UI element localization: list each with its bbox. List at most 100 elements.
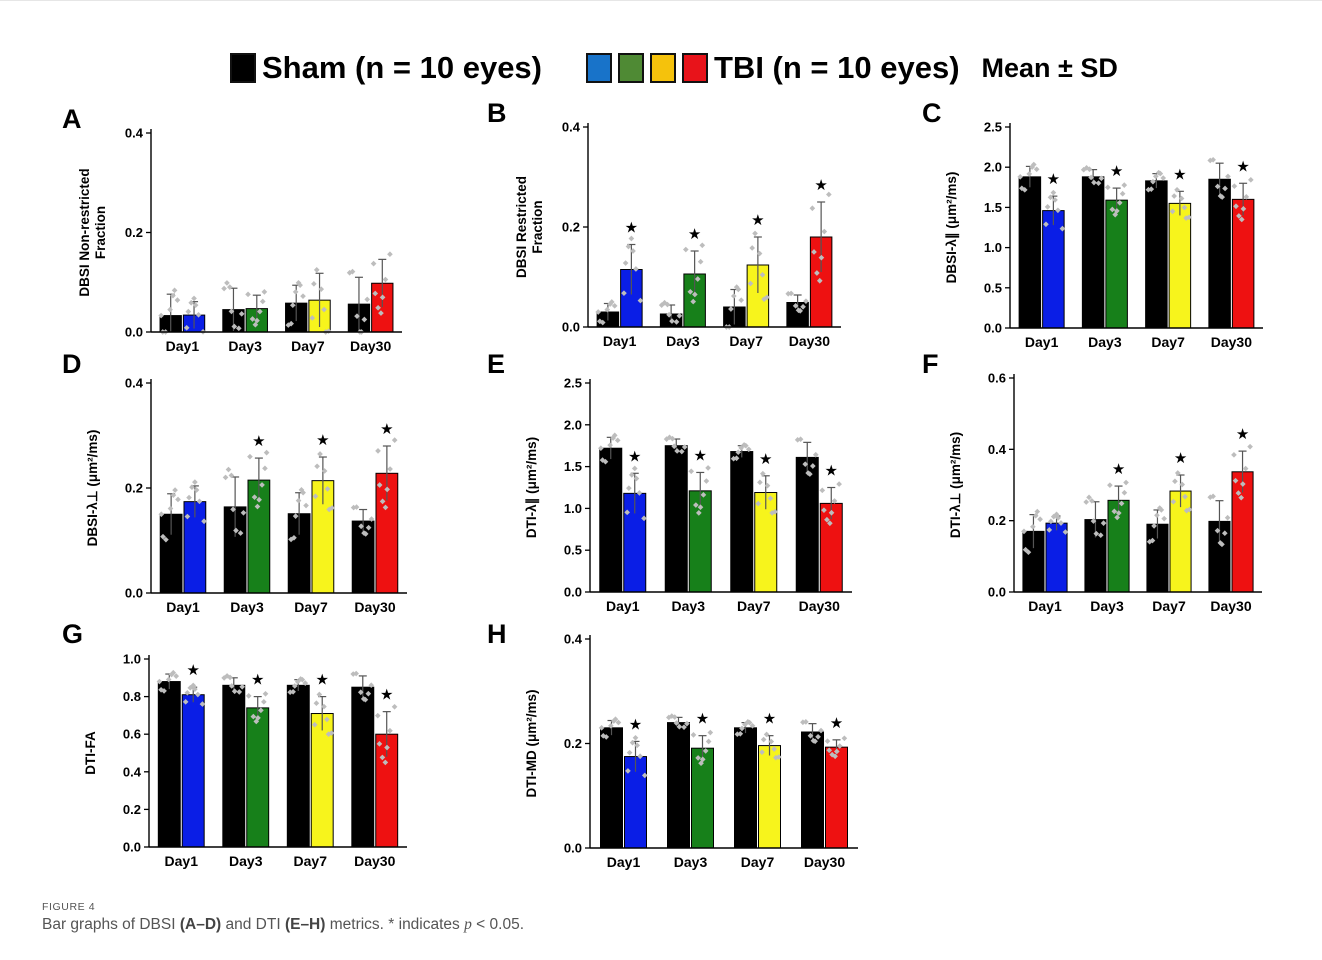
data-point (313, 700, 320, 707)
data-point (368, 516, 375, 522)
y-tick-label-g: 0.2 (123, 802, 141, 817)
significance-star: ★ (1047, 170, 1060, 188)
data-point (831, 498, 838, 504)
y-axis-label-e: DTI-λ∥ (μm²/ms) (524, 437, 540, 538)
data-point (326, 506, 333, 513)
data-point (1048, 518, 1054, 525)
data-point (167, 306, 173, 313)
data-point (368, 682, 375, 689)
data-point (600, 733, 607, 739)
y-tick-label-b: 0.2 (562, 220, 580, 235)
data-point (771, 746, 778, 752)
panel-a: A 0.0 0.2 0.4 DBSI Non-restrictedFraction Day… (62, 104, 402, 354)
panel-c: C 0.0 0.5 1.0 1.5 2.0 2.5 DBSI-λ∥ (μm²/ms) ★ Day1… (922, 98, 1263, 350)
data-point (256, 496, 262, 503)
data-point (1157, 170, 1164, 177)
panel-letter-h: H (487, 619, 507, 649)
data-point (738, 445, 745, 451)
data-point (261, 699, 267, 705)
data-point (309, 315, 316, 321)
data-point (1169, 208, 1176, 215)
data-point (372, 290, 379, 297)
y-axis-label-d: DBSI-λ⊥ (μm²/ms) (85, 430, 100, 547)
data-point (1058, 520, 1064, 526)
x-tick-label-b-day1: Day1 (603, 333, 637, 349)
data-point (608, 722, 614, 729)
data-point (1248, 176, 1254, 183)
x-tick-label-h-day30: Day30 (804, 854, 845, 870)
data-point (690, 298, 697, 305)
x-tick-label-g-day30: Day30 (354, 853, 395, 869)
data-point (230, 506, 236, 513)
data-point (261, 289, 268, 295)
data-point (262, 465, 268, 472)
y-tick-label-e: 0.0 (564, 585, 582, 600)
significance-star: ★ (251, 671, 264, 689)
y-axis-label-g: DTI-FA (83, 731, 98, 775)
data-point (362, 696, 369, 703)
data-point (288, 536, 294, 543)
data-point (676, 723, 683, 730)
data-point (671, 443, 677, 450)
data-point (314, 463, 320, 470)
data-point (391, 437, 398, 443)
data-point (1019, 185, 1025, 192)
data-point (614, 437, 621, 444)
data-point (826, 747, 833, 754)
data-point (221, 285, 227, 292)
data-point (678, 448, 685, 455)
significance-star: ★ (763, 710, 776, 728)
data-point (755, 500, 762, 507)
data-point (673, 720, 680, 726)
data-point (735, 286, 742, 293)
data-point (321, 703, 327, 710)
data-point (625, 243, 632, 250)
y-tick-label-c: 0.0 (984, 321, 1002, 336)
data-point (1050, 189, 1057, 196)
data-point (1160, 175, 1167, 181)
data-point (622, 260, 629, 266)
data-point (1231, 183, 1238, 189)
data-point (697, 258, 704, 265)
data-point (611, 303, 618, 309)
significance-star: ★ (830, 714, 843, 732)
data-point (299, 676, 306, 683)
data-point (374, 712, 381, 719)
data-point (598, 724, 605, 731)
data-point (598, 445, 604, 452)
data-point (800, 303, 806, 310)
data-point (833, 748, 840, 755)
data-point (382, 759, 389, 766)
data-point (235, 325, 242, 332)
x-tick-label-h-day1: Day1 (607, 854, 641, 870)
data-point (387, 251, 393, 258)
x-tick-label-c-day3: Day3 (1088, 334, 1122, 350)
x-tick-label-b-day7: Day7 (729, 333, 763, 349)
data-point (1238, 494, 1245, 501)
significance-star: ★ (629, 715, 642, 733)
bar-tbi-day1 (181, 694, 205, 848)
data-point (1097, 532, 1104, 539)
data-point (728, 306, 734, 312)
y-tick-label-h: 0.2 (564, 736, 582, 751)
data-point (228, 472, 235, 479)
data-point (1114, 514, 1120, 521)
legend-swatch-day30 (682, 53, 708, 83)
data-point (746, 719, 753, 726)
data-point (681, 444, 688, 450)
data-point (1116, 199, 1123, 206)
data-point (384, 744, 390, 751)
data-point (1088, 174, 1094, 181)
data-point (700, 492, 707, 498)
data-point (628, 472, 635, 478)
panel-letter-a: A (62, 104, 82, 134)
x-tick-label-c-day30: Day30 (1211, 334, 1252, 350)
data-point (699, 242, 706, 249)
y-axis-label-a: DBSI Non-restrictedFraction (77, 168, 108, 296)
data-point (254, 317, 260, 324)
y-tick-label-h: 0.4 (564, 632, 583, 647)
data-point (317, 451, 323, 457)
data-point (1119, 190, 1126, 197)
data-point (294, 678, 301, 685)
data-point (807, 471, 813, 477)
